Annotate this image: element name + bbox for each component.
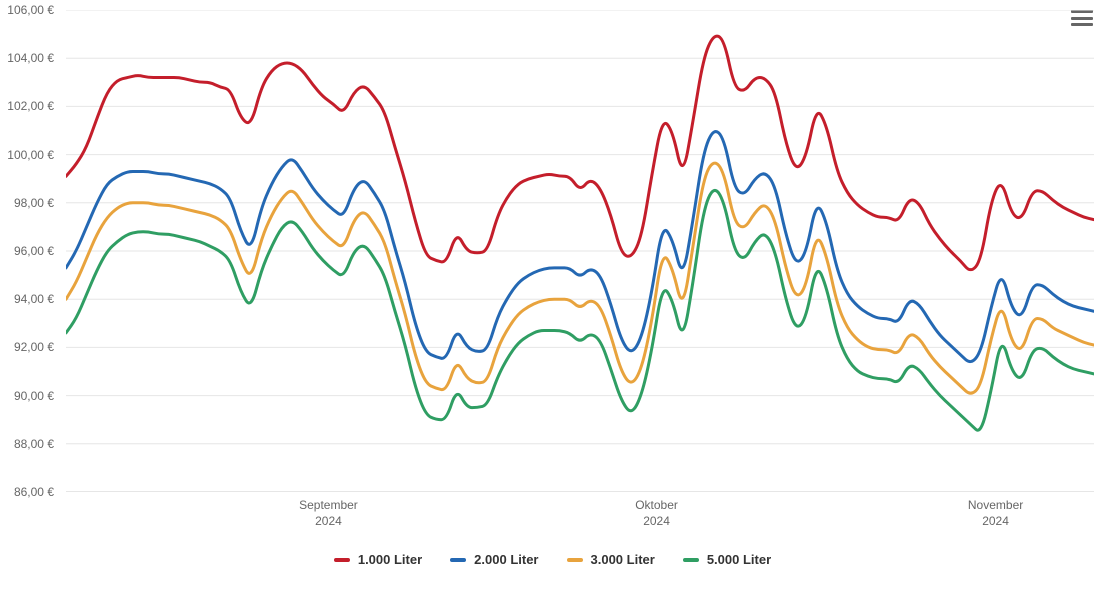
y-tick-label: 100,00 € bbox=[7, 148, 54, 162]
y-tick-label: 86,00 € bbox=[14, 485, 54, 499]
series-line[interactable] bbox=[66, 132, 1094, 362]
plot-area bbox=[66, 10, 1094, 492]
chart-svg bbox=[66, 10, 1094, 492]
x-tick-year: 2024 bbox=[635, 514, 678, 530]
price-chart: 86,00 € 88,00 € 90,00 € 92,00 € 94,00 € 96,00… bbox=[0, 0, 1105, 602]
x-tick-year: 2024 bbox=[968, 514, 1023, 530]
y-tick-label: 96,00 € bbox=[14, 244, 54, 258]
series-line[interactable] bbox=[66, 190, 1094, 430]
y-tick-label: 98,00 € bbox=[14, 196, 54, 210]
x-tick-label: September2024 bbox=[299, 498, 358, 529]
x-tick-month: September bbox=[299, 498, 358, 514]
y-tick-label: 90,00 € bbox=[14, 389, 54, 403]
legend-swatch bbox=[683, 558, 699, 562]
legend-swatch bbox=[567, 558, 583, 562]
x-tick-year: 2024 bbox=[299, 514, 358, 530]
legend-label: 2.000 Liter bbox=[474, 552, 538, 567]
y-tick-label: 102,00 € bbox=[7, 99, 54, 113]
x-tick-label: Oktober2024 bbox=[635, 498, 678, 529]
legend-item[interactable]: 3.000 Liter bbox=[567, 552, 655, 567]
y-tick-label: 94,00 € bbox=[14, 292, 54, 306]
legend-swatch bbox=[334, 558, 350, 562]
legend-item[interactable]: 2.000 Liter bbox=[450, 552, 538, 567]
legend-label: 3.000 Liter bbox=[591, 552, 655, 567]
series-line[interactable] bbox=[66, 36, 1094, 270]
y-tick-label: 92,00 € bbox=[14, 340, 54, 354]
x-tick-month: Oktober bbox=[635, 498, 678, 514]
x-tick-month: November bbox=[968, 498, 1023, 514]
series-group bbox=[66, 36, 1094, 430]
y-tick-label: 106,00 € bbox=[7, 3, 54, 17]
legend-swatch bbox=[450, 558, 466, 562]
legend-item[interactable]: 1.000 Liter bbox=[334, 552, 422, 567]
series-line[interactable] bbox=[66, 163, 1094, 393]
y-axis-labels: 86,00 €88,00 €90,00 €92,00 €94,00 €96,00… bbox=[0, 10, 60, 492]
y-tick-label: 104,00 € bbox=[7, 51, 54, 65]
x-tick-label: November2024 bbox=[968, 498, 1023, 529]
legend-label: 5.000 Liter bbox=[707, 552, 771, 567]
legend: 1.000 Liter 2.000 Liter 3.000 Liter 5.000 L… bbox=[0, 552, 1105, 567]
legend-item[interactable]: 5.000 Liter bbox=[683, 552, 771, 567]
y-tick-label: 88,00 € bbox=[14, 437, 54, 451]
legend-label: 1.000 Liter bbox=[358, 552, 422, 567]
